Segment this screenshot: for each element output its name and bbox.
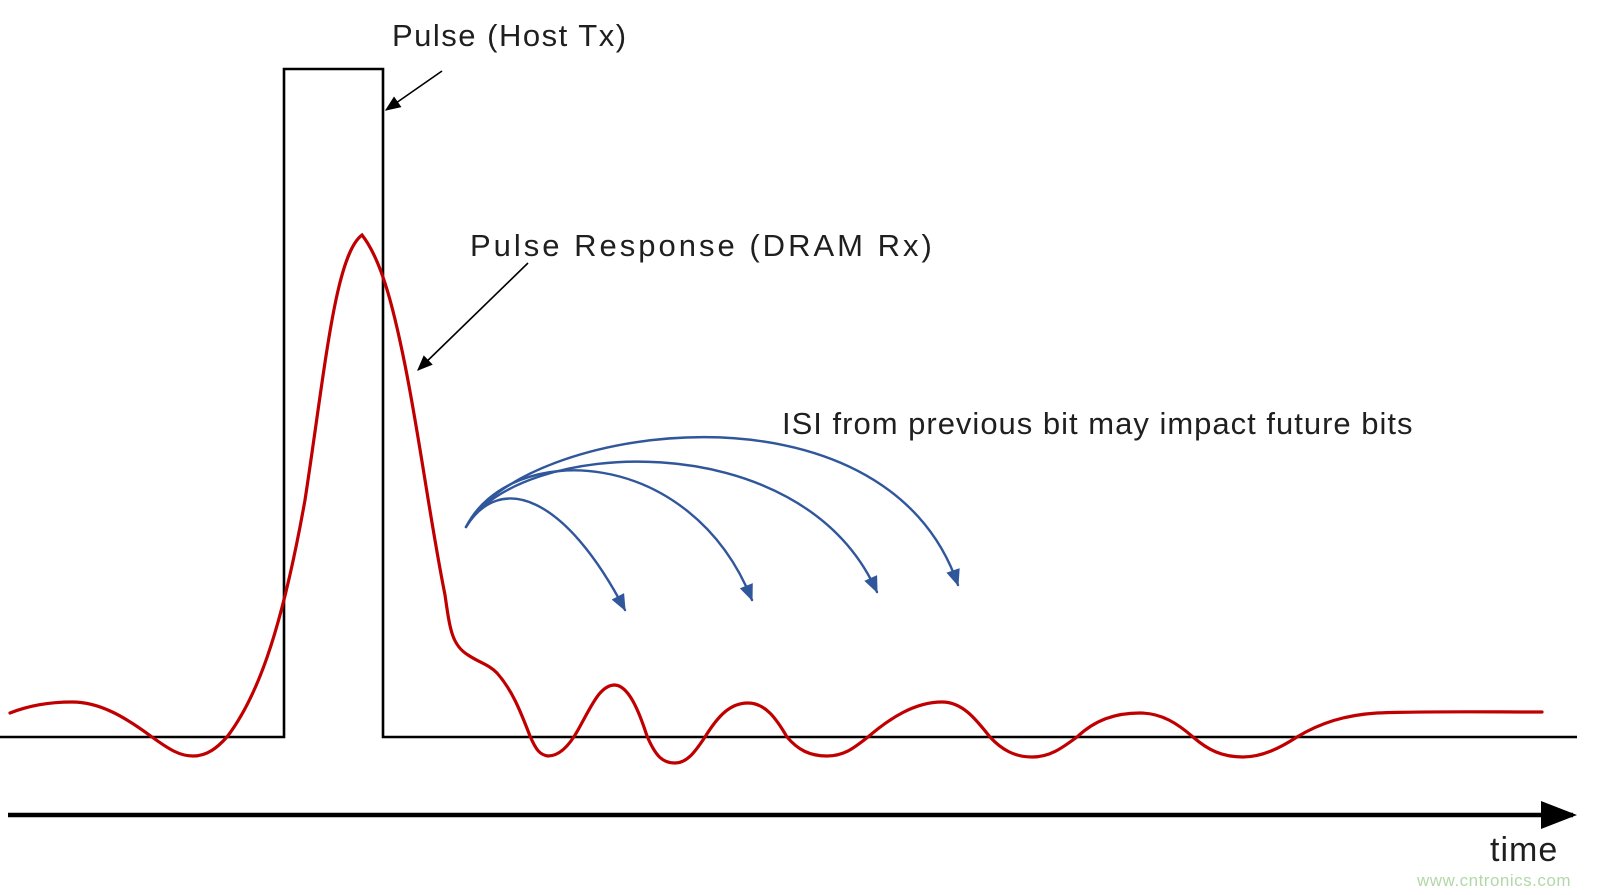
isi-arrows-group: [464, 436, 960, 612]
pulse-label: Pulse (Host Tx): [392, 18, 628, 53]
pulse-response-label: Pulse Response (DRAM Rx): [470, 228, 935, 263]
isi-label: ISI from previous bit may impact future …: [782, 406, 1414, 441]
watermark: www.cntronics.com: [1416, 871, 1571, 890]
isi-arrow-1: [464, 497, 627, 612]
pulse-label-arrow: [384, 70, 443, 111]
pulse-waveform: [0, 67, 1577, 739]
isi-arrow-3: [464, 460, 879, 594]
time-axis-label: time: [1490, 831, 1558, 869]
isi-arrow-4: [464, 436, 960, 587]
response-label-arrow: [417, 262, 529, 371]
pulse-response-curve: [8, 232, 1544, 765]
